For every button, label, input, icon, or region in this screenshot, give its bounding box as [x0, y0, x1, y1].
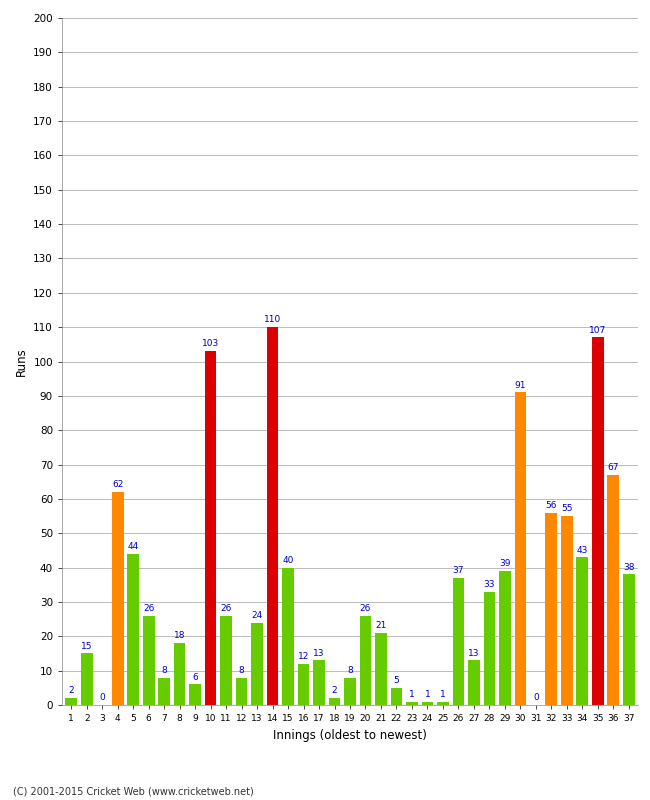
Text: 37: 37	[452, 566, 464, 575]
Bar	[391, 688, 402, 705]
Text: (C) 2001-2015 Cricket Web (www.cricketweb.net): (C) 2001-2015 Cricket Web (www.cricketwe…	[13, 786, 254, 796]
Text: 91: 91	[515, 381, 526, 390]
Text: 107: 107	[589, 326, 606, 334]
Text: 33: 33	[484, 580, 495, 589]
Bar	[484, 592, 495, 705]
Bar	[66, 698, 77, 705]
Text: 40: 40	[282, 556, 294, 565]
Text: 8: 8	[239, 666, 244, 674]
Text: 39: 39	[499, 559, 511, 568]
Bar	[143, 616, 155, 705]
Text: 15: 15	[81, 642, 92, 650]
Text: 55: 55	[561, 504, 573, 514]
Bar	[607, 475, 619, 705]
Text: 0: 0	[533, 694, 539, 702]
Text: 12: 12	[298, 652, 309, 661]
Bar	[344, 678, 356, 705]
Text: 110: 110	[264, 315, 281, 325]
Bar	[515, 393, 526, 705]
Text: 103: 103	[202, 339, 219, 349]
Bar	[375, 633, 387, 705]
Y-axis label: Runs: Runs	[15, 347, 28, 376]
Bar	[359, 616, 371, 705]
Text: 2: 2	[68, 686, 74, 695]
Text: 6: 6	[192, 673, 198, 682]
Bar	[499, 571, 511, 705]
Text: 44: 44	[127, 542, 139, 551]
Text: 18: 18	[174, 631, 185, 641]
Bar	[298, 664, 309, 705]
Text: 1: 1	[409, 690, 415, 699]
Text: 8: 8	[347, 666, 353, 674]
Text: 13: 13	[313, 649, 325, 658]
Text: 26: 26	[220, 604, 232, 613]
Bar	[252, 622, 263, 705]
Bar	[406, 702, 418, 705]
Bar	[205, 351, 216, 705]
Text: 43: 43	[577, 546, 588, 554]
Bar	[452, 578, 464, 705]
Text: 24: 24	[252, 611, 263, 620]
Bar	[112, 492, 124, 705]
Text: 26: 26	[360, 604, 371, 613]
Text: 1: 1	[424, 690, 430, 699]
Text: 0: 0	[99, 694, 105, 702]
Bar	[313, 660, 325, 705]
Text: 2: 2	[332, 686, 337, 695]
Bar	[422, 702, 434, 705]
Bar	[159, 678, 170, 705]
Text: 13: 13	[468, 649, 480, 658]
Text: 62: 62	[112, 480, 124, 490]
Bar	[468, 660, 480, 705]
Bar	[623, 574, 634, 705]
Text: 38: 38	[623, 562, 634, 572]
Bar	[127, 554, 139, 705]
Bar	[437, 702, 448, 705]
Text: 8: 8	[161, 666, 167, 674]
Bar	[189, 684, 201, 705]
Bar	[329, 698, 341, 705]
Bar	[577, 558, 588, 705]
Bar	[282, 568, 294, 705]
Bar	[561, 516, 573, 705]
Text: 26: 26	[143, 604, 155, 613]
Bar	[266, 327, 278, 705]
Bar	[174, 643, 185, 705]
Text: 56: 56	[545, 501, 557, 510]
Bar	[545, 513, 557, 705]
Bar	[81, 654, 92, 705]
Bar	[592, 338, 604, 705]
Text: 67: 67	[608, 463, 619, 472]
Text: 21: 21	[375, 621, 387, 630]
Text: 5: 5	[394, 676, 399, 685]
X-axis label: Innings (oldest to newest): Innings (oldest to newest)	[273, 729, 427, 742]
Bar	[236, 678, 248, 705]
Bar	[220, 616, 232, 705]
Text: 1: 1	[440, 690, 446, 699]
